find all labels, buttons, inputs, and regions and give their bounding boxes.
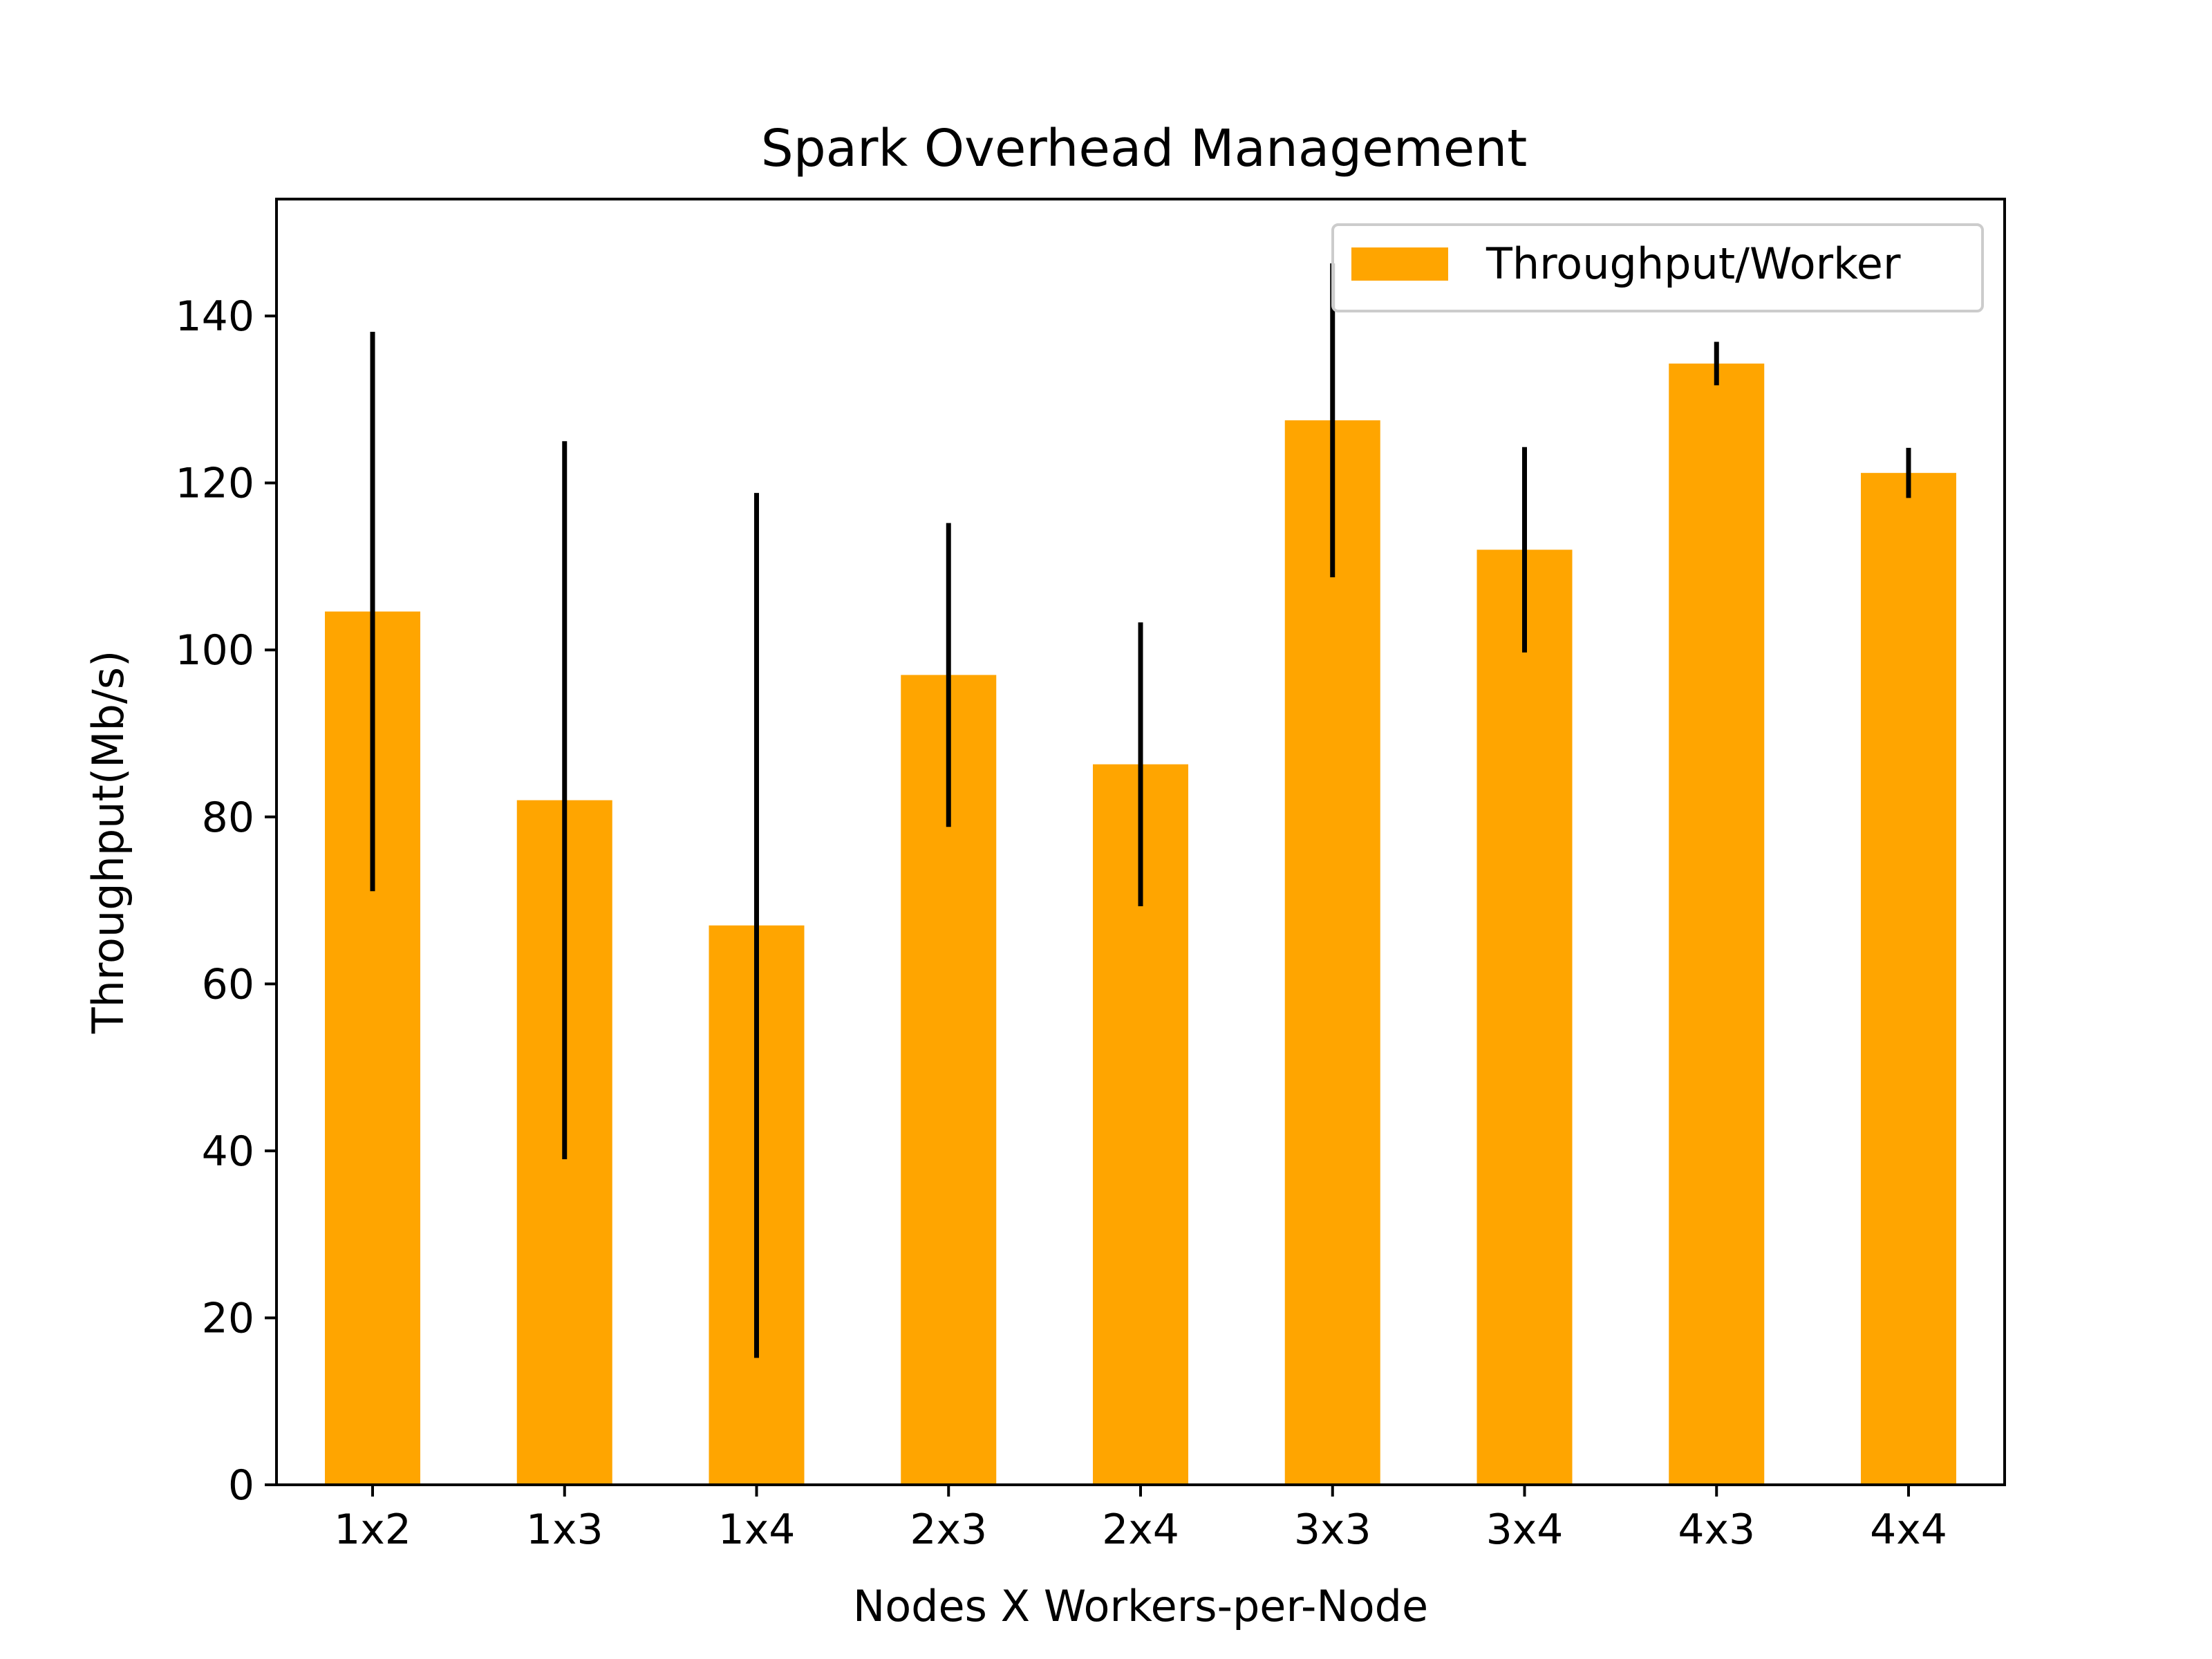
y-tick-label: 0 [228,1461,254,1510]
y-tick-label: 80 [202,794,254,842]
x-axis: 1x2 1x3 1x4 2x3 2x4 3x3 3x4 4x3 4x4 [334,1485,1947,1554]
y-tick-label: 100 [175,626,254,675]
y-axis-label: Throughput(Mb/s) [83,650,133,1035]
bar-3x3 [1284,420,1380,1485]
y-tick-label: 60 [202,960,254,1009]
x-tick-label: 4x3 [1678,1506,1755,1554]
legend-box [1331,223,1984,312]
y-tick-label: 20 [202,1294,254,1342]
y-tick-label: 40 [202,1127,254,1176]
x-tick-label: 3x3 [1294,1506,1371,1554]
bar-4x3 [1669,363,1765,1485]
y-tick-label: 120 [175,460,254,508]
x-axis-label: Nodes X Workers-per-Node [853,1581,1428,1631]
bar-4x4 [1861,473,1956,1485]
legend-swatch [1351,247,1448,281]
x-tick-label: 2x4 [1102,1506,1179,1554]
x-tick-label: 1x4 [718,1506,796,1554]
bars-layer [325,363,1956,1485]
errorbars-layer [370,263,1911,1358]
x-tick-label: 3x4 [1486,1506,1564,1554]
x-tick-label: 4x4 [1870,1506,1947,1554]
y-axis: 0 20 40 60 80 100 120 140 [175,292,276,1510]
bar-3x4 [1477,550,1573,1485]
y-tick-label: 140 [175,292,254,341]
chart-title: Spark Overhead Management [761,119,1528,178]
legend-label: Throughput/Worker [1485,238,1901,289]
x-tick-label: 1x3 [526,1506,603,1554]
x-tick-label: 1x2 [334,1506,411,1554]
legend: Throughput/Worker [1331,223,1984,312]
x-tick-label: 2x3 [910,1506,987,1554]
